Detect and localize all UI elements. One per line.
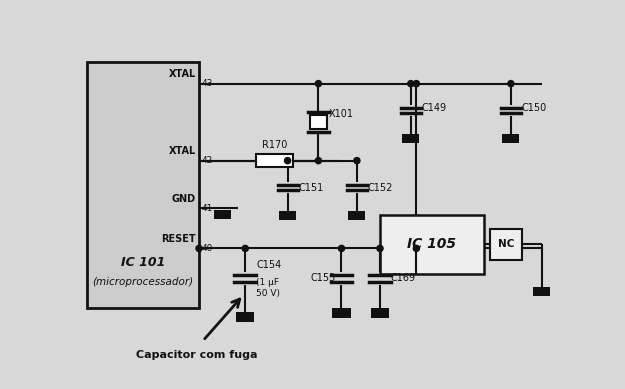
Circle shape: [284, 158, 291, 164]
Text: IC 105: IC 105: [408, 237, 456, 251]
Text: R170: R170: [262, 140, 287, 150]
Text: C169: C169: [391, 273, 416, 283]
Bar: [214, 210, 231, 219]
Bar: [88, 62, 199, 308]
Circle shape: [242, 245, 248, 252]
Text: X101: X101: [329, 109, 354, 119]
Text: C151: C151: [298, 182, 324, 193]
Text: 43: 43: [201, 79, 212, 88]
Text: Capacitor com fuga: Capacitor com fuga: [136, 350, 258, 360]
Bar: [279, 211, 296, 220]
Bar: [402, 134, 419, 143]
Text: C149: C149: [422, 103, 447, 113]
Circle shape: [338, 245, 344, 252]
Bar: [256, 154, 293, 167]
Text: C153: C153: [311, 273, 336, 283]
Circle shape: [315, 81, 321, 87]
Circle shape: [354, 158, 360, 164]
Text: 42: 42: [201, 156, 212, 165]
Text: GND: GND: [172, 194, 196, 204]
Bar: [236, 312, 254, 322]
Text: NC: NC: [498, 239, 514, 249]
Bar: [348, 211, 366, 220]
Circle shape: [377, 245, 383, 252]
Text: RESET: RESET: [161, 234, 196, 244]
Circle shape: [508, 81, 514, 87]
Bar: [380, 215, 484, 274]
Bar: [332, 308, 351, 319]
Text: XTAL: XTAL: [169, 69, 196, 79]
Text: C150: C150: [522, 103, 547, 113]
Circle shape: [315, 158, 321, 164]
Text: 50 V): 50 V): [256, 289, 280, 298]
Text: (1 μF: (1 μF: [256, 278, 279, 287]
Text: XTAL: XTAL: [169, 146, 196, 156]
Text: C152: C152: [368, 182, 393, 193]
Text: (microprocessador): (microprocessador): [92, 277, 194, 287]
Circle shape: [413, 81, 419, 87]
Text: IC 101: IC 101: [121, 256, 166, 269]
Circle shape: [413, 245, 419, 252]
Text: C154: C154: [256, 260, 281, 270]
Bar: [490, 229, 522, 259]
Circle shape: [408, 81, 414, 87]
Text: 40: 40: [201, 244, 212, 253]
Bar: [533, 287, 550, 296]
Bar: [310, 115, 327, 129]
Bar: [371, 308, 389, 319]
Text: 41: 41: [201, 204, 212, 213]
Circle shape: [196, 245, 202, 252]
Bar: [503, 134, 519, 143]
